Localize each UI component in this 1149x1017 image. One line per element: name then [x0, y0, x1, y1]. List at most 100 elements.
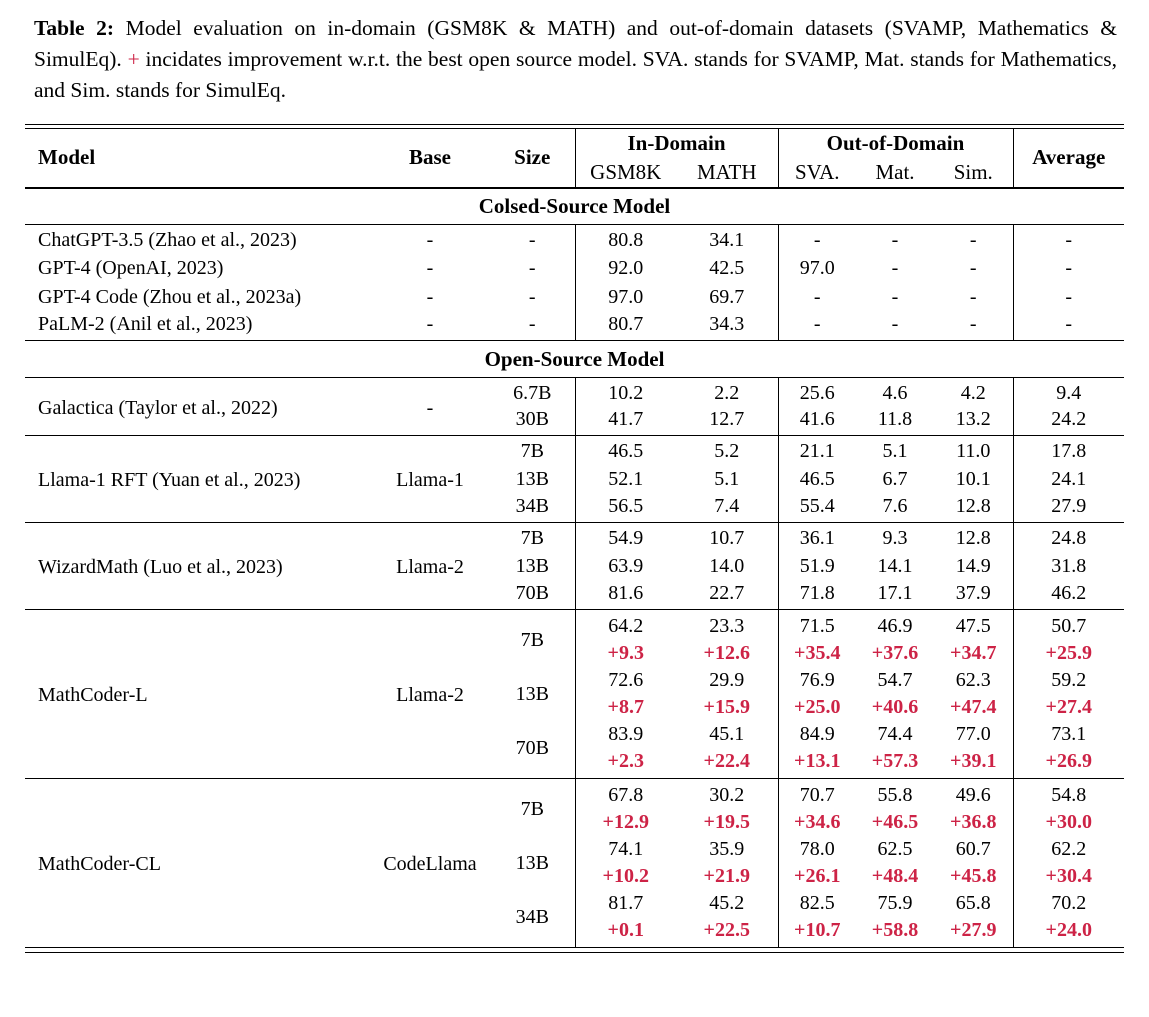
score-value: 62.2: [1051, 838, 1087, 860]
score-cell: 56.5: [608, 494, 644, 517]
delta-value: +15.9: [703, 696, 750, 718]
score-cell: 46.2: [1051, 581, 1087, 604]
model-name: MathCoder-L: [38, 684, 148, 706]
score-cell: -: [891, 256, 899, 279]
model-group: MathCoder-L Llama-2 7B 64.2 +9.3 23.3 +12.6 71.…: [25, 609, 1124, 779]
score-cell: 70.2 +24.0: [1013, 890, 1124, 948]
size-cell: 7B: [490, 609, 576, 667]
score-cell: -: [891, 285, 899, 308]
score-value: 82.5: [799, 892, 835, 914]
score-cell: -: [1065, 285, 1073, 308]
score-cell: 30.2 +19.5: [676, 778, 779, 836]
delta-value: +22.5: [703, 919, 750, 941]
score-cell: 2.2: [676, 377, 779, 407]
header-row-groups: Model Base Size In-Domain Out-of-Domain …: [25, 128, 1124, 188]
table-row: 34B 81.7 +0.1 45.2 +22.5 82.5 +10.7 75.9 +58.8 65…: [25, 890, 1124, 948]
score-cell: 75.9 +58.8: [856, 890, 934, 948]
model-name: GPT-4 Code (Zhou et al., 2023a): [38, 285, 302, 308]
table-row: 34B 56.5 7.4 55.4 7.6 12.8 27.9: [25, 493, 1124, 523]
section-head: Colsed-Source Model: [25, 187, 1124, 225]
score-cell: 71.5 +35.4: [778, 610, 856, 668]
score-cell: 11.8: [877, 407, 913, 430]
score-cell: 37.9: [934, 580, 1014, 610]
model-group: MathCoder-CL CodeLlama 7B 67.8 +12.9 30.2 +19.…: [25, 778, 1124, 948]
score-cell: 62.5 +48.4: [856, 836, 934, 890]
delta-value: +12.6: [703, 642, 750, 664]
delta-value: +45.8: [950, 865, 997, 887]
size-cell: 7B: [490, 435, 576, 465]
size-cell: 13B: [490, 836, 576, 890]
score-cell: 54.9: [608, 527, 644, 550]
size-cell: -: [490, 282, 576, 312]
table-row: WizardMath (Luo et al., 2023) Llama-2 7B 54…: [25, 522, 1124, 578]
base-cell: -: [426, 396, 434, 419]
score-value: 71.5: [799, 615, 835, 637]
table-row: ChatGPT-3.5 (Zhao et al., 2023) - - 80.8 34.…: [25, 224, 1124, 254]
table-row: 70B 83.9 +2.3 45.1 +22.4 84.9 +13.1 74.4 +57.3 77…: [25, 721, 1124, 779]
table-row: 13B 63.9 14.0 51.9 14.1 14.9 31.8: [25, 551, 1124, 581]
size-cell: -: [490, 224, 576, 254]
delta-value: +10.7: [794, 919, 841, 941]
score-value: 50.7: [1051, 615, 1087, 637]
delta-value: +24.0: [1045, 919, 1092, 941]
score-cell: 21.1: [799, 440, 835, 463]
header-row-datasets: GSM8K MATH SVA. Mat. Sim.: [25, 158, 1124, 188]
score-cell: 9.3: [882, 527, 908, 550]
score-cell: 72.6 +8.7: [575, 667, 676, 721]
delta-value: +46.5: [871, 811, 919, 833]
score-cell: 97.0: [799, 256, 835, 279]
score-cell: 73.1 +26.9: [1013, 721, 1124, 779]
score-cell: 27.9: [1051, 494, 1087, 517]
score-cell: 74.4 +57.3: [856, 721, 934, 779]
delta-value: +57.3: [871, 750, 919, 772]
base-cell: CodeLlama: [383, 853, 477, 875]
score-cell: 4.6: [882, 382, 908, 405]
section-title: Colsed-Source Model: [478, 193, 671, 218]
score-cell: 55.8 +46.5: [856, 779, 934, 837]
score-value: 70.7: [799, 784, 835, 806]
score-cell: 5.2: [676, 435, 779, 465]
header-average: Average: [1032, 145, 1106, 170]
paper-page: Table 2: Model evaluation on in-domain (…: [0, 13, 1149, 1017]
size-cell: 7B: [490, 778, 576, 836]
score-value: 76.9: [799, 669, 835, 691]
score-cell: 65.8 +27.9: [934, 890, 1014, 948]
score-cell: 6.7: [882, 467, 908, 490]
score-cell: 77.0 +39.1: [934, 721, 1014, 779]
score-cell: 67.8 +12.9: [575, 779, 676, 837]
base-cell: -: [426, 285, 434, 308]
caption-label: Table 2:: [34, 16, 115, 40]
score-value: 46.9: [877, 615, 913, 637]
model-group: Llama-1 RFT (Yuan et al., 2023) Llama-1 7B…: [25, 435, 1124, 523]
score-value: 64.2: [608, 615, 644, 637]
delta-value: +13.1: [794, 750, 841, 772]
score-cell: 10.2: [608, 382, 644, 405]
base-cell: Llama-1: [396, 469, 464, 491]
table-row: 30B 41.7 12.7 41.6 11.8 13.2 24.2: [25, 406, 1124, 436]
delta-value: +19.5: [703, 811, 750, 833]
score-value: 77.0: [955, 723, 991, 745]
score-value: 23.3: [709, 615, 745, 637]
header-gsm8k: GSM8K: [590, 160, 662, 184]
score-cell: 55.4: [799, 494, 835, 517]
score-cell: 47.5 +34.7: [934, 609, 1014, 667]
score-value: 54.8: [1051, 784, 1087, 806]
caption-text-after-plus: incidates improvement w.r.t. the best op…: [34, 47, 1118, 102]
header-sim: Sim.: [934, 158, 1014, 188]
score-cell: 12.7: [676, 406, 779, 436]
delta-value: +37.6: [871, 642, 919, 664]
delta-value: +25.0: [794, 696, 841, 718]
score-cell: 64.2 +9.3: [575, 610, 676, 668]
delta-value: +10.2: [602, 865, 649, 887]
score-cell: 41.6: [799, 407, 835, 430]
score-cell: 81.7 +0.1: [575, 890, 676, 948]
score-cell: 7.4: [676, 493, 779, 523]
score-cell: 41.7: [608, 407, 644, 430]
score-cell: -: [1065, 256, 1073, 279]
size-cell: 34B: [490, 890, 576, 948]
score-cell: 45.2 +22.5: [676, 890, 779, 948]
delta-value: +34.7: [950, 642, 997, 664]
score-cell: 46.5: [608, 440, 644, 463]
score-cell: 34.3: [676, 311, 779, 341]
delta-value: +30.4: [1045, 865, 1092, 887]
